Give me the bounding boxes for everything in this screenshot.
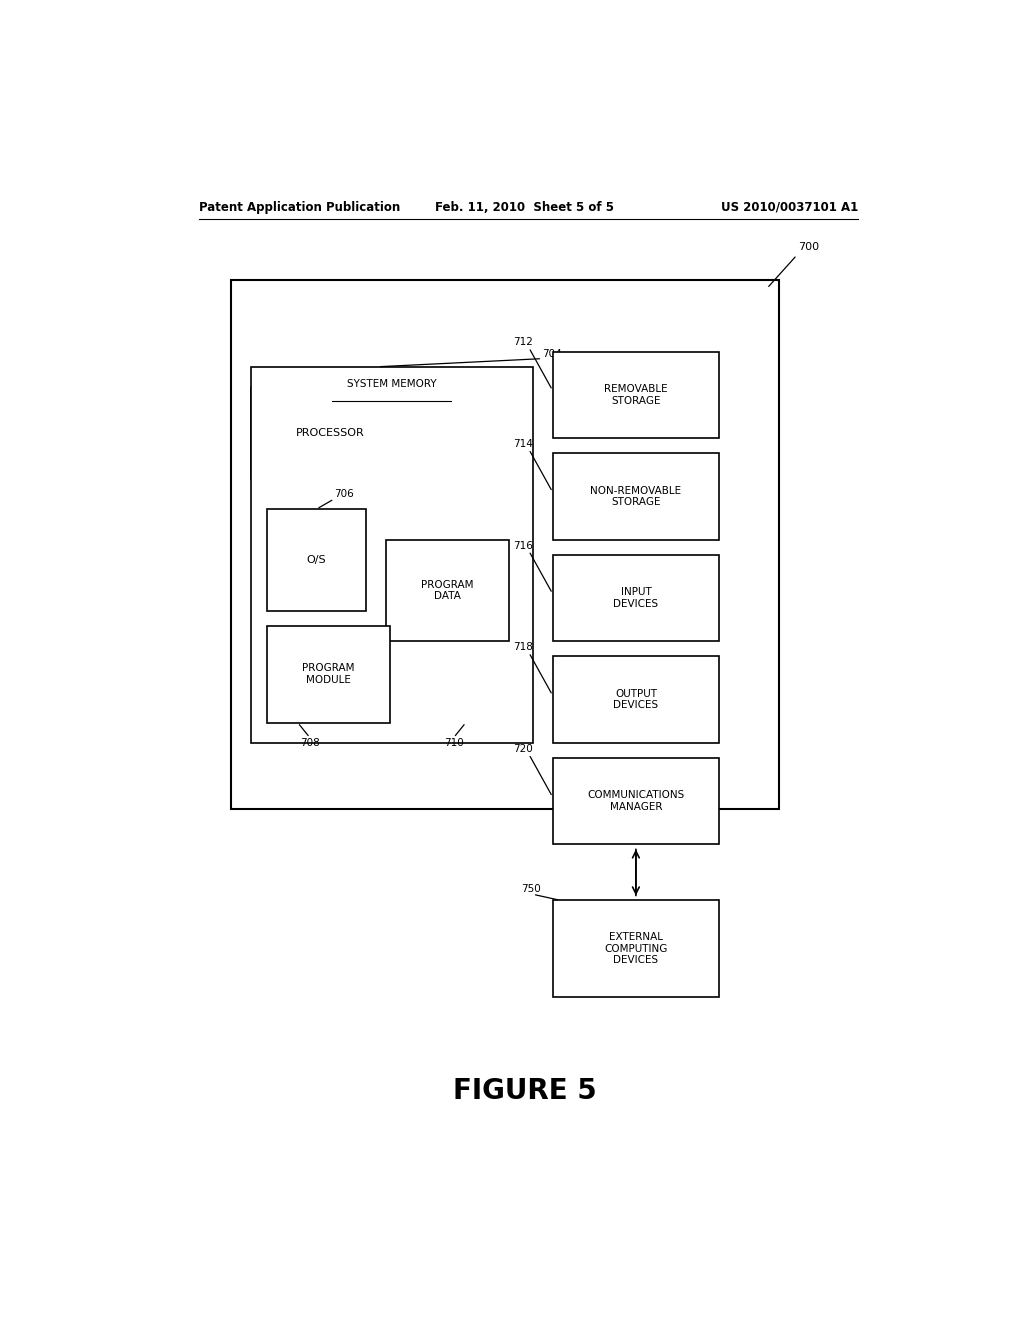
Text: NON-REMOVABLE
STORAGE: NON-REMOVABLE STORAGE bbox=[591, 486, 681, 507]
Text: 702: 702 bbox=[414, 372, 433, 381]
Text: O/S: O/S bbox=[306, 554, 327, 565]
Text: PROCESSOR: PROCESSOR bbox=[296, 428, 365, 438]
Bar bbox=[553, 758, 719, 845]
Text: US 2010/0037101 A1: US 2010/0037101 A1 bbox=[721, 201, 858, 214]
Text: 712: 712 bbox=[513, 338, 532, 347]
Bar bbox=[251, 367, 532, 743]
Bar bbox=[553, 453, 719, 540]
Bar bbox=[267, 626, 390, 722]
Bar bbox=[553, 900, 719, 997]
Text: COMMUNICATIONS
MANAGER: COMMUNICATIONS MANAGER bbox=[588, 791, 684, 812]
Text: 708: 708 bbox=[300, 738, 319, 747]
Text: 720: 720 bbox=[513, 744, 532, 754]
Text: Feb. 11, 2010  Sheet 5 of 5: Feb. 11, 2010 Sheet 5 of 5 bbox=[435, 201, 614, 214]
Text: PROGRAM
DATA: PROGRAM DATA bbox=[421, 579, 474, 601]
Text: 706: 706 bbox=[334, 488, 354, 499]
Bar bbox=[553, 554, 719, 642]
Text: 750: 750 bbox=[521, 884, 541, 894]
Text: PROGRAM
MODULE: PROGRAM MODULE bbox=[302, 664, 354, 685]
Bar bbox=[553, 351, 719, 438]
Text: EXTERNAL
COMPUTING
DEVICES: EXTERNAL COMPUTING DEVICES bbox=[604, 932, 668, 965]
Text: 700: 700 bbox=[799, 242, 820, 252]
Text: SYSTEM MEMORY: SYSTEM MEMORY bbox=[347, 379, 436, 389]
Text: 710: 710 bbox=[443, 738, 464, 747]
Text: 716: 716 bbox=[513, 541, 532, 550]
Text: Patent Application Publication: Patent Application Publication bbox=[200, 201, 400, 214]
Text: 718: 718 bbox=[513, 643, 532, 652]
Text: FIGURE 5: FIGURE 5 bbox=[453, 1077, 597, 1105]
Bar bbox=[386, 540, 509, 642]
Bar bbox=[267, 510, 367, 611]
Bar bbox=[231, 280, 778, 809]
Text: OUTPUT
DEVICES: OUTPUT DEVICES bbox=[613, 689, 658, 710]
Bar bbox=[553, 656, 719, 743]
Text: 714: 714 bbox=[513, 440, 532, 449]
Bar bbox=[251, 387, 410, 479]
Text: REMOVABLE
STORAGE: REMOVABLE STORAGE bbox=[604, 384, 668, 405]
Text: INPUT
DEVICES: INPUT DEVICES bbox=[613, 587, 658, 609]
Text: 704: 704 bbox=[543, 348, 562, 359]
